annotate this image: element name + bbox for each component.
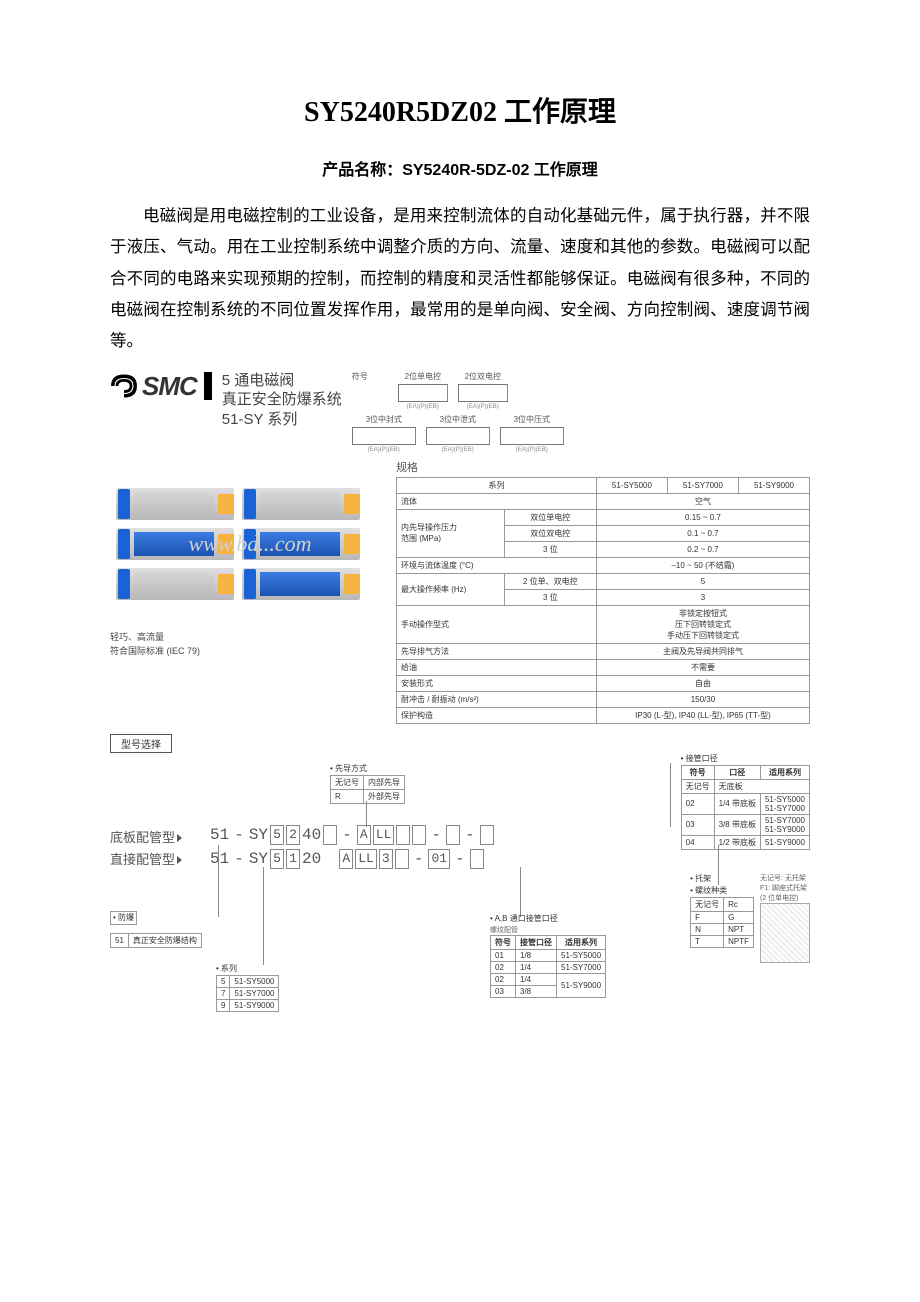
product-title-line2: 真正安全防爆系统 [222, 390, 342, 410]
symbols-header: 符号 [352, 371, 368, 410]
product-title-line1: 5 通电磁阀 [222, 371, 342, 391]
photo-caption-2: 符合国际标准 (IEC 79) [110, 645, 390, 658]
smc-logo-mark [110, 372, 138, 400]
bracket-drawing-placeholder [760, 903, 810, 963]
sym-3pos-closed: 3位中封式 [352, 414, 416, 425]
port-title: 接管口径 [681, 753, 810, 764]
pilot-table: 无记号内部先导 R外部先导 [330, 775, 405, 804]
pilot-title: 先导方式 [330, 763, 405, 774]
bracket-note1: 无记号: 无托架 [760, 873, 810, 883]
explosion-proof-note: 防爆 [110, 911, 137, 925]
series-title: 系列 [216, 963, 279, 974]
product-title-line3: 51-SY 系列 [222, 410, 342, 430]
ab-sub: 螺纹配管 [490, 925, 606, 935]
port-table: 符号口径适用系列 无记号无底板 021/4 带底板51-SY5000 51-SY… [681, 765, 810, 850]
intro-paragraph: 电磁阀是用电磁控制的工业设备，是用来控制流体的自动化基础元件，属于执行器，并不限… [110, 200, 810, 357]
photo-caption-1: 轻巧、高流量 [110, 631, 390, 644]
bracket-note2: F1: 脚座式托架 [760, 883, 810, 893]
code-row-2: 51-SY 5120 ALL 3 -01 - [210, 849, 484, 869]
pipe-label-1: 底板配管型 [110, 827, 182, 846]
series-table: 551-SY5000 751-SY7000 951-SY9000 [216, 975, 279, 1012]
spec-heading: 规格 [396, 459, 810, 475]
bracket-note3: (2 位单电控) [760, 893, 810, 903]
product-photo-placeholder: www.bd...com [110, 459, 390, 629]
spec-table: 系列 51-SY5000 51-SY7000 51-SY9000 流体空气 内先… [396, 477, 810, 724]
product-title: 5 通电磁阀 真正安全防爆系统 51-SY 系列 [222, 371, 342, 430]
sym-2pos-double: 2位双电控 [458, 371, 508, 382]
datasheet-figure: SMC 5 通电磁阀 真正安全防爆系统 51-SY 系列 符号 2位单电控(EA… [110, 371, 810, 1023]
smc-logo-text: SMC [142, 371, 197, 402]
model-selection-button: 型号选择 [110, 734, 172, 753]
document-subtitle: 产品名称：SY5240R-5DZ-02 工作原理 [110, 156, 810, 180]
explosion-table: 51真正安全防爆结构 [110, 933, 202, 948]
sym-3pos-exhaust: 3位中泄式 [426, 414, 490, 425]
bracket-title: 托架 [690, 873, 754, 884]
symbol-diagrams: 符号 2位单电控(EA)(P)(EB) 2位双电控(EA)(P)(EB) 3位中… [352, 371, 810, 457]
code-row-1: 51-SY 5240 - ALL - - [210, 825, 494, 845]
document-title: SY5240R5DZ02 工作原理 [110, 90, 810, 130]
pipe-label-2: 直接配管型 [110, 849, 182, 868]
sym-3pos-pressure: 3位中压式 [500, 414, 564, 425]
ab-title: A,B 通口接管口径 [490, 913, 606, 924]
thread-title: 螺纹种类 [690, 885, 754, 896]
thread-table: 无记号Rc FG NNPT TNPTF [690, 897, 754, 948]
ab-table: 符号接管口径适用系列 011/851-SY5000 021/451-SY7000… [490, 935, 606, 998]
sym-2pos-single: 2位单电控 [398, 371, 448, 382]
smc-logo: SMC [110, 371, 212, 402]
smc-logo-dot [204, 372, 212, 400]
model-selection-diagram: 先导方式 无记号内部先导 R外部先导 底板配管型 直接配管型 51-SY 524… [110, 763, 810, 1023]
